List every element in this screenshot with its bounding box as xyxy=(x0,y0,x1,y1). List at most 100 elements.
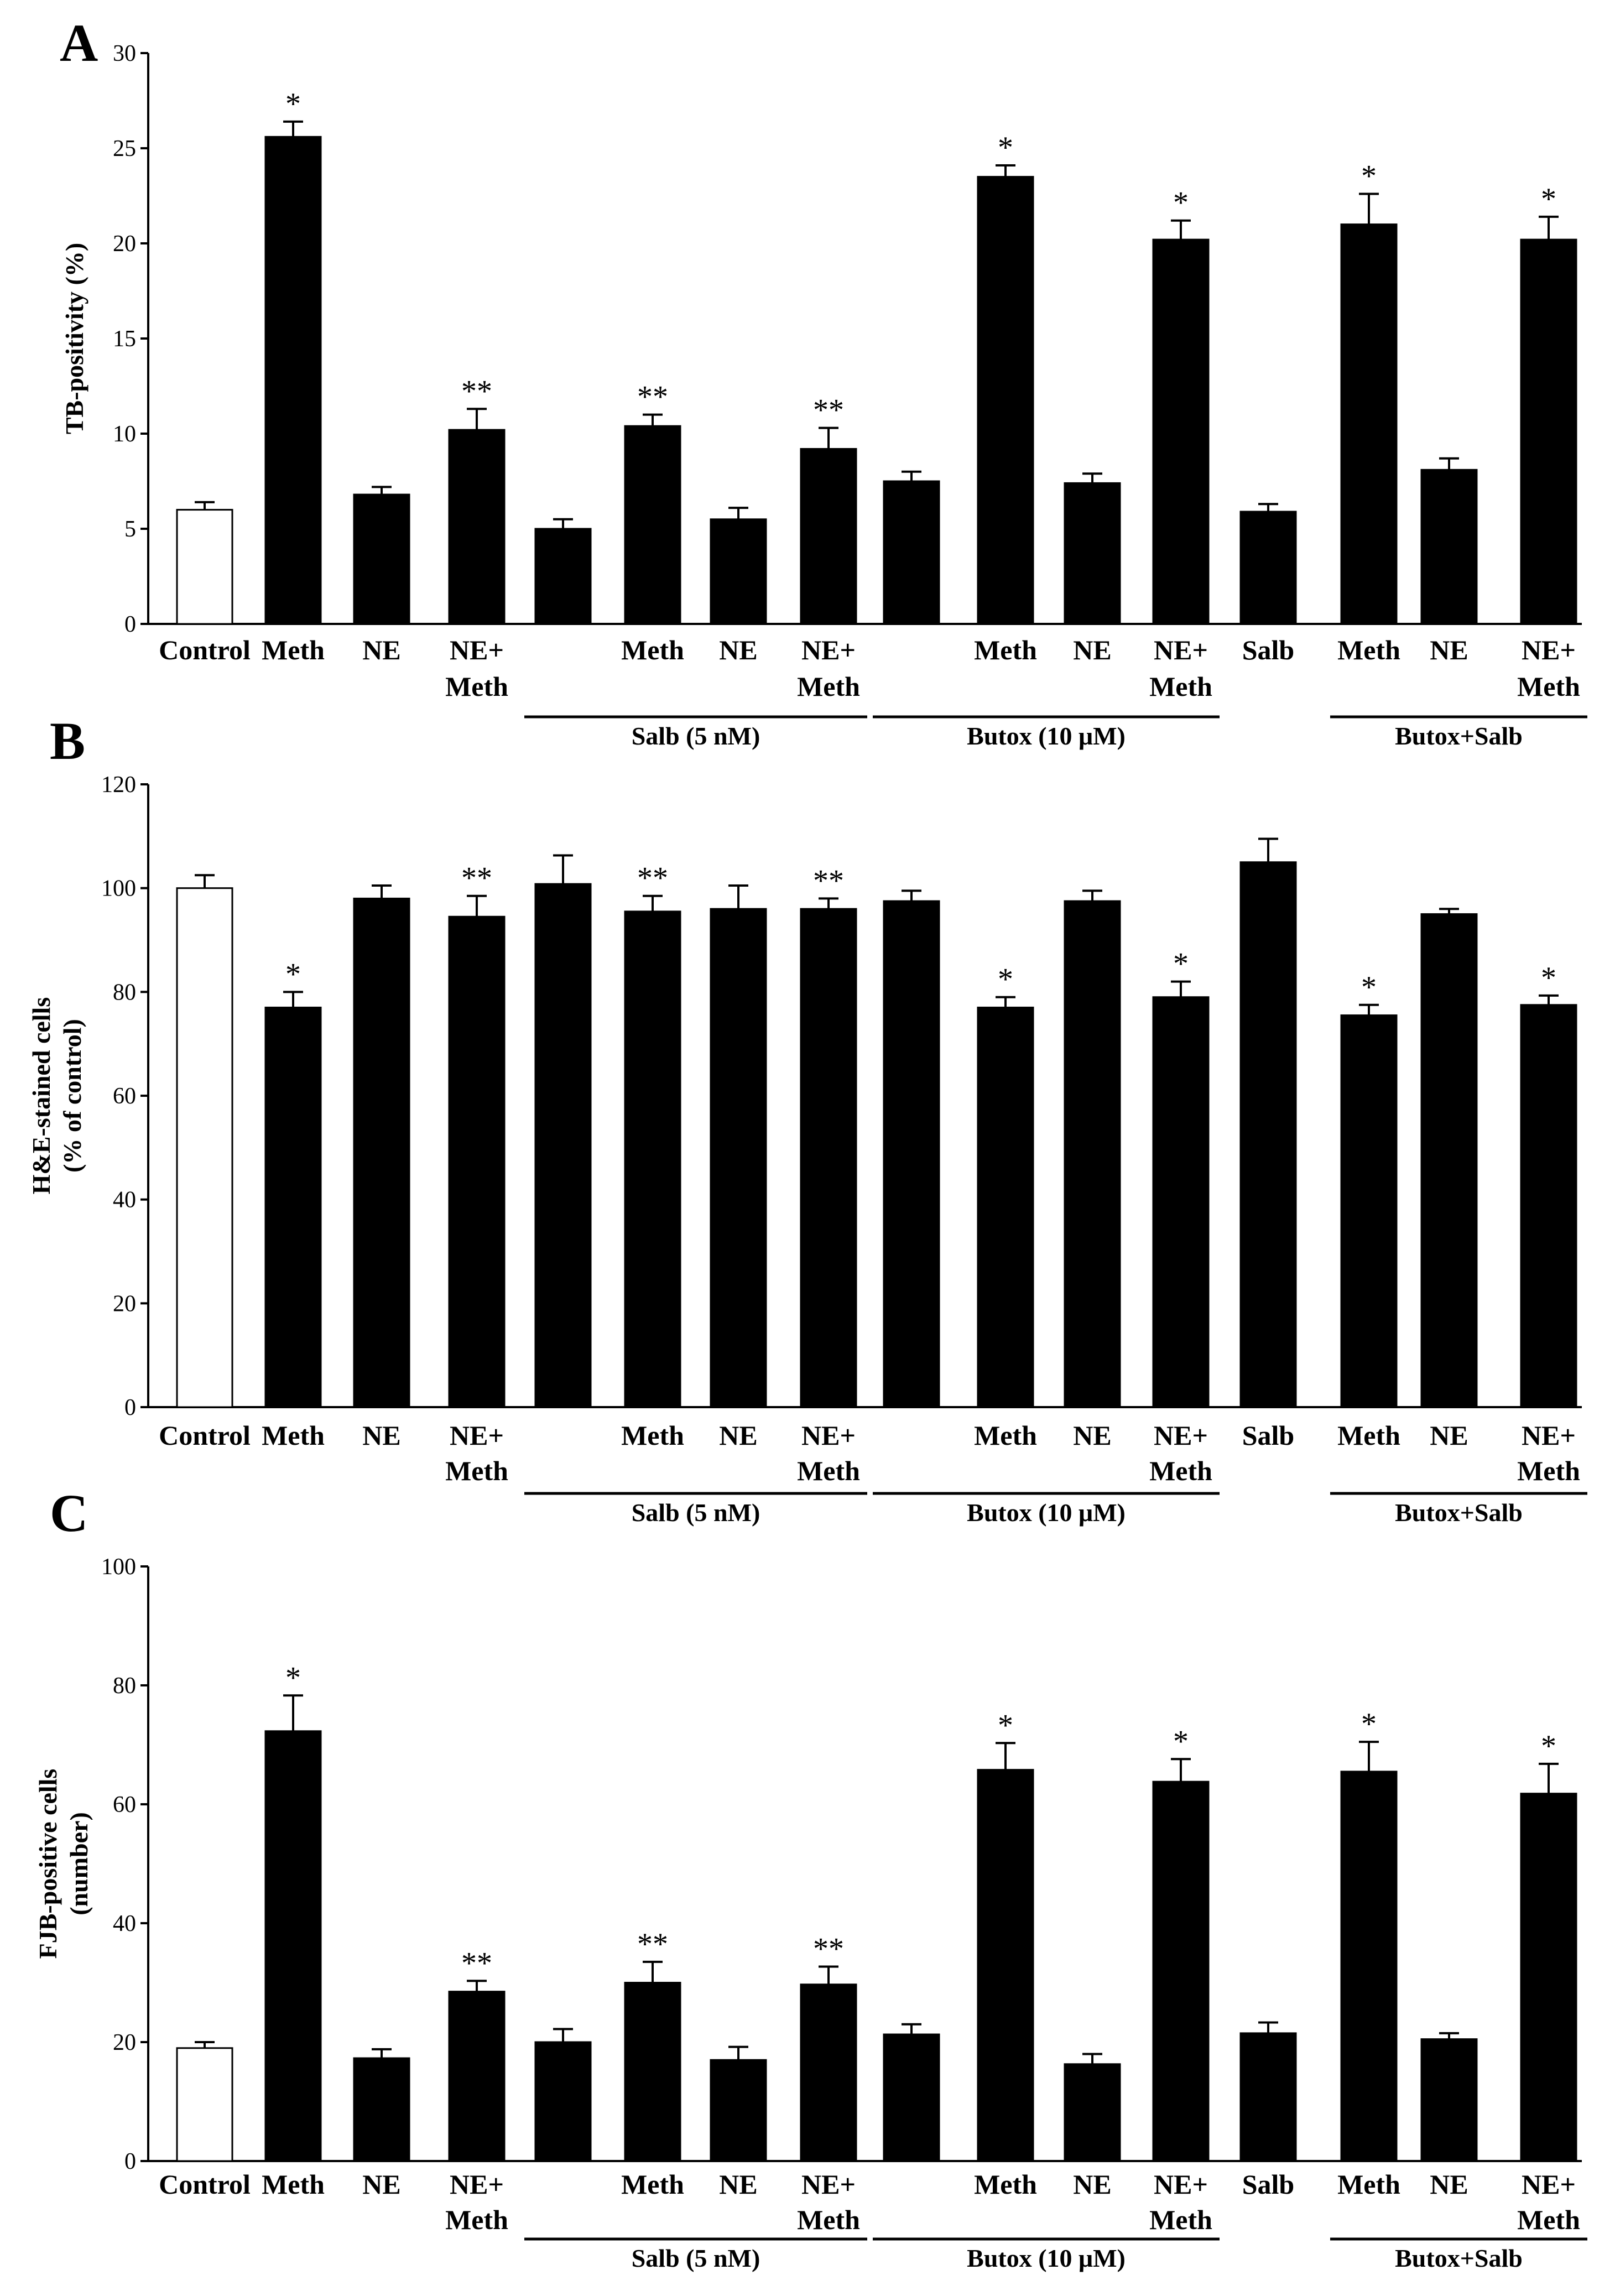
category-label-line: NE xyxy=(1430,634,1468,665)
bar xyxy=(1239,511,1297,625)
bar xyxy=(353,493,410,625)
category-label-line: NE xyxy=(362,2169,400,2200)
category-label: NE+ Meth xyxy=(1517,634,1580,702)
y-axis-label: FJB-positive cells (number) xyxy=(34,1769,93,1959)
category-label: Meth xyxy=(621,1420,684,1451)
category-label-line: NE xyxy=(1430,1420,1468,1451)
category-label: NE+ Meth xyxy=(445,2169,508,2235)
bar xyxy=(710,2059,767,2162)
y-axis-label-line: (number) xyxy=(65,1812,93,1915)
bar xyxy=(176,887,233,1408)
y-tick-label: 10 xyxy=(113,421,136,447)
category-label-line: Meth xyxy=(262,2169,325,2200)
y-tick-label: 0 xyxy=(124,2149,136,2174)
category-label-line: Meth xyxy=(1149,1455,1212,1486)
significance-mark: ** xyxy=(813,863,844,898)
category-label-line: Meth xyxy=(445,1455,508,1486)
bar xyxy=(1420,2038,1478,2162)
category-label: NE xyxy=(1073,1420,1111,1451)
y-axis-label-line: FJB-positive cells xyxy=(34,1769,62,1959)
y-tick-label: 25 xyxy=(113,136,136,162)
bar xyxy=(448,915,506,1408)
category-label-line: NE+ xyxy=(1522,1420,1576,1451)
bar xyxy=(710,518,767,625)
significance-mark: * xyxy=(1361,970,1377,1004)
category-label: Meth xyxy=(974,2169,1037,2200)
bar xyxy=(1064,482,1121,625)
category-label: Meth xyxy=(1337,1420,1400,1451)
y-axis-label-line: (% of control) xyxy=(58,1019,86,1173)
bar xyxy=(883,480,940,625)
category-label: Salb xyxy=(1242,1420,1295,1451)
category-label-line: Meth xyxy=(1337,1420,1400,1451)
category-label-line: Meth xyxy=(621,634,684,665)
category-label-line: NE+ xyxy=(450,1420,504,1451)
significance-mark: ** xyxy=(637,380,668,414)
y-axis-label-line: H&E-stained cells xyxy=(27,997,55,1194)
category-label: NE+ Meth xyxy=(797,634,860,702)
y-tick-label: 80 xyxy=(113,1673,136,1699)
bar xyxy=(800,908,857,1408)
category-label: NE xyxy=(719,2169,757,2200)
bar xyxy=(264,1006,322,1408)
y-axis-label: TB-positivity (%) xyxy=(60,243,88,434)
category-label-line: NE xyxy=(1430,2169,1468,2200)
bar xyxy=(710,908,767,1408)
category-label-line: NE+ xyxy=(1522,634,1576,665)
category-label: Meth xyxy=(974,1420,1037,1451)
category-label: NE+ Meth xyxy=(797,1420,860,1486)
panel-letter: A xyxy=(60,13,98,72)
y-tick-label: 40 xyxy=(113,1911,136,1936)
y-tick-label: 5 xyxy=(124,517,136,542)
category-label-line: NE+ xyxy=(1522,2169,1576,2200)
category-label: NE xyxy=(1430,1420,1468,1451)
category-label: Control xyxy=(159,2169,251,2200)
bar xyxy=(624,425,681,625)
bar xyxy=(1420,468,1478,625)
category-label-line: Meth xyxy=(797,671,860,702)
significance-mark: ** xyxy=(637,861,668,896)
category-label: Meth xyxy=(1337,634,1400,665)
significance-mark: * xyxy=(1541,182,1556,216)
group-label: Butox (10 μM) xyxy=(967,722,1126,750)
bar xyxy=(264,1730,322,2162)
bar xyxy=(1520,238,1577,625)
category-label: Meth xyxy=(621,2169,684,2200)
significance-mark: ** xyxy=(461,861,492,896)
category-label: Meth xyxy=(974,634,1037,665)
bar xyxy=(1420,913,1478,1408)
category-label-line: Control xyxy=(159,634,251,665)
y-tick-label: 0 xyxy=(124,612,136,637)
category-label: NE+ Meth xyxy=(797,2169,860,2235)
category-label-line: NE+ xyxy=(1154,1420,1208,1451)
bar xyxy=(1340,1771,1398,2162)
significance-mark: ** xyxy=(637,1927,668,1961)
significance-mark: ** xyxy=(813,393,844,428)
panel-letter: C xyxy=(50,1483,88,1543)
bar xyxy=(353,897,410,1408)
category-label-line: Meth xyxy=(1149,671,1212,702)
category-label-line: Meth xyxy=(1337,2169,1400,2200)
bar xyxy=(800,448,857,625)
category-label-line: Salb xyxy=(1242,1420,1295,1451)
significance-mark: * xyxy=(998,131,1013,165)
y-tick-label: 60 xyxy=(113,1792,136,1818)
category-label-line: NE xyxy=(1073,2169,1111,2200)
category-label-line: Meth xyxy=(1337,634,1400,665)
category-label: NE+ Meth xyxy=(445,634,508,702)
bar xyxy=(1340,223,1398,625)
significance-mark: * xyxy=(1173,947,1189,981)
category-label-line: Meth xyxy=(445,671,508,702)
category-label-line: Salb xyxy=(1242,634,1295,665)
group-label: Butox+Salb xyxy=(1395,2244,1523,2272)
y-tick-label: 80 xyxy=(113,980,136,1005)
category-label-line: NE+ xyxy=(450,634,504,665)
bar xyxy=(624,910,681,1408)
category-label: Salb xyxy=(1242,634,1295,665)
category-label: NE xyxy=(1073,634,1111,665)
y-axis-label-line: TB-positivity (%) xyxy=(60,243,88,434)
category-label-line: NE xyxy=(1073,1420,1111,1451)
bar xyxy=(1520,1004,1577,1408)
category-label: Control xyxy=(159,634,251,665)
